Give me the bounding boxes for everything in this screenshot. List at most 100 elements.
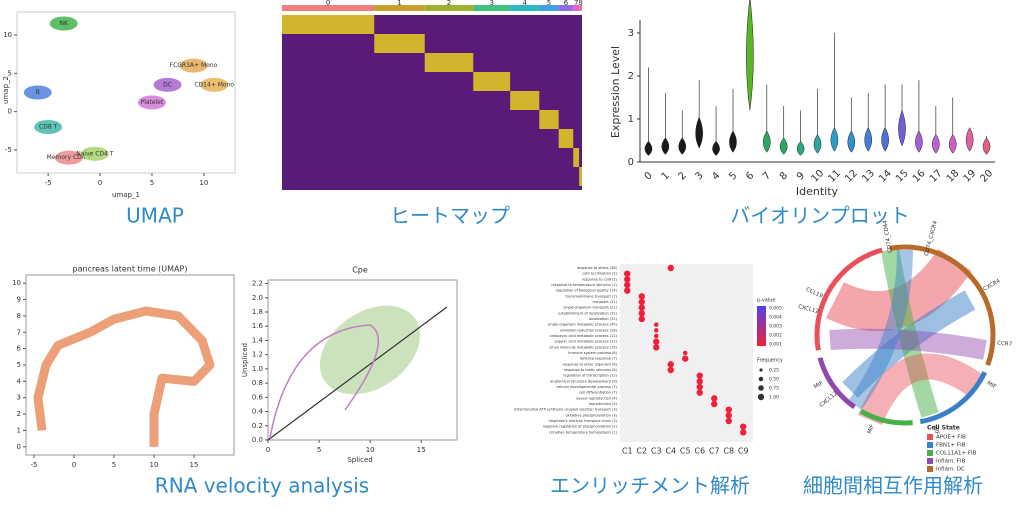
legend-label: 1.00 <box>769 395 779 401</box>
term-label: response to biotic stimulus (6) <box>564 368 618 372</box>
cluster-bar <box>374 5 425 11</box>
y-tick-label: 2 <box>628 71 634 82</box>
x-tick-label: 15 <box>417 446 426 454</box>
x-axis-label: Spliced <box>347 456 372 464</box>
enrichment-dot <box>638 315 645 323</box>
chord-label: CD74_CD44 <box>882 219 894 253</box>
legend-tick: 0.002 <box>769 333 782 339</box>
enrichment-dot <box>638 304 645 311</box>
y-tick-label: 0 <box>17 443 21 451</box>
violin <box>729 130 737 153</box>
enrichment-dot <box>624 287 631 294</box>
y-axis-label: Expression Level <box>609 46 622 138</box>
violin <box>932 134 940 154</box>
chord-label: MIF <box>813 380 824 390</box>
y-tick-label: 4 <box>17 377 22 385</box>
x-axis-label: umap_1 <box>112 191 140 199</box>
chord-arc <box>859 409 913 426</box>
term-label: localization (32) <box>589 317 618 321</box>
x-tick-label: C3 <box>651 447 662 456</box>
legend-swatch <box>927 450 933 456</box>
y-tick-label: 0 <box>8 108 12 116</box>
plot-title: pancreas latent time (UMAP) <box>73 265 188 274</box>
x-tick-label: C4 <box>665 447 676 456</box>
violin <box>982 137 991 155</box>
term-label: reproduction (5) <box>589 402 618 406</box>
y-tick-label: 6 <box>17 345 22 353</box>
x-tick-label: 10 <box>366 446 375 454</box>
chord-ribbons <box>826 248 987 426</box>
y-tick-label: 1.0 <box>252 365 263 373</box>
cluster-label: 3 <box>489 0 493 7</box>
x-tick-label: 10 <box>199 179 208 187</box>
x-tick-label: 5 <box>317 446 321 454</box>
x-tick-label: C7 <box>709 447 720 456</box>
y-tick-label: 0 <box>628 157 634 168</box>
y-tick-label: 10 <box>12 279 21 287</box>
marker-block <box>579 167 582 186</box>
cluster-label: Naive CD4 T <box>76 150 114 157</box>
enrichment-dot <box>740 423 747 430</box>
term-label: negative regulation of phosphorylation (… <box>543 425 618 429</box>
cluster-label: 6 <box>564 0 569 7</box>
violin <box>965 127 974 152</box>
enrichment-dot <box>740 429 747 436</box>
y-tick-label: 1.8 <box>252 308 263 316</box>
cluster-blob <box>179 58 208 73</box>
caption: エンリッチメント解析 <box>550 474 750 498</box>
term-label: response to stress (38) <box>577 266 618 270</box>
x-tick-label: C6 <box>694 447 705 456</box>
term-label: immune system process (8) <box>568 351 617 355</box>
caption: バイオリンプロット <box>730 204 909 228</box>
term-label: sexual reproduction (4) <box>576 396 617 400</box>
marker-block <box>573 148 580 167</box>
cluster-bar <box>510 5 540 11</box>
marker-block <box>424 53 474 72</box>
cluster-label: 7 <box>574 0 578 7</box>
steady-state-line <box>267 306 448 441</box>
enrichment-dot <box>696 378 703 385</box>
x-tick-label: 5 <box>150 179 154 187</box>
x-axis-label: Identity <box>796 185 839 198</box>
chord-arc <box>889 244 996 366</box>
chord-label: CXCL12 <box>797 304 819 315</box>
legend-tick: 0.001 <box>769 342 782 348</box>
y-tick-label: 1 <box>17 426 21 434</box>
violin <box>915 130 923 153</box>
legend-dot <box>757 393 765 401</box>
term-label: anatomical structure development (9) <box>550 379 617 383</box>
chord-label: MIF <box>931 425 940 436</box>
y-tick-label: 5 <box>8 69 12 77</box>
enrichment-dot <box>638 293 645 300</box>
marker-block <box>282 15 375 34</box>
enrichment-dot <box>667 264 674 272</box>
legend-label: COL11A1+ FIB <box>936 451 977 457</box>
violin <box>864 127 873 152</box>
y-tick-label: 8 <box>17 312 21 320</box>
cluster-label: FCGR3A+ Mono <box>170 62 218 69</box>
cluster-blob <box>49 16 78 31</box>
enrichment-dot <box>711 395 718 402</box>
y-tick-label: 0.6 <box>252 393 264 401</box>
y-tick-label: 0.0 <box>252 436 263 444</box>
legend-swatch <box>927 466 933 472</box>
marker-block <box>374 34 425 53</box>
cluster-bar <box>573 5 580 11</box>
chord-arc <box>919 371 988 425</box>
enrichment-dot <box>653 322 659 327</box>
legend-swatch <box>927 458 933 464</box>
y-tick-label: 0.4 <box>252 408 264 416</box>
y-tick-label: 1 <box>628 114 634 125</box>
y-axis-label: Unspliced <box>241 343 249 377</box>
cluster-blob <box>54 150 83 165</box>
x-tick-label: -5 <box>45 179 52 187</box>
y-axis-label: umap_2 <box>2 76 10 104</box>
legend-dot <box>759 368 763 372</box>
cluster-blob <box>34 120 63 134</box>
cluster-label: 5 <box>547 0 551 7</box>
cluster-label: Memory CD4 T <box>47 154 92 161</box>
cluster-blob <box>137 95 166 110</box>
term-label: response to other organism (6) <box>563 362 618 366</box>
term-label: oxidative phosphorylation (3) <box>565 413 617 417</box>
legend-label: FBN1+ FIB <box>936 443 966 449</box>
